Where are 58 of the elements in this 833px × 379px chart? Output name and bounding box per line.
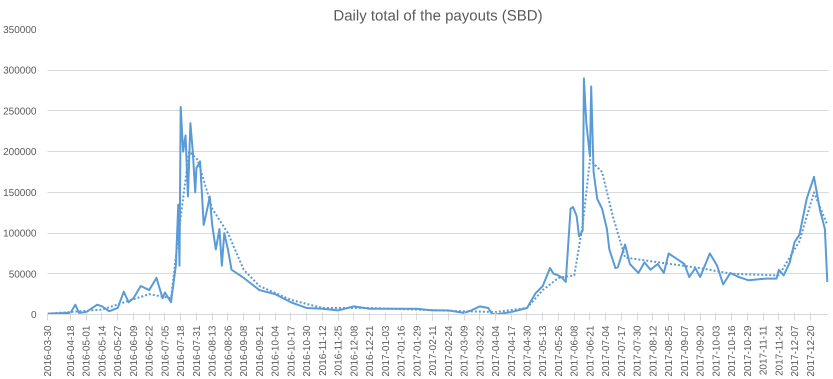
x-tick-label: 2016-08-13	[208, 325, 219, 377]
x-tick-label: 2017-11-24	[774, 325, 786, 376]
x-tick-label: 2016-10-17	[286, 325, 298, 377]
x-tick-label: 2016-07-05	[160, 325, 172, 377]
x-tick-label: 2016-06-22	[144, 325, 156, 377]
x-tick-label: 2016-07-18	[176, 325, 188, 377]
x-tick-label: 2017-11-11	[758, 325, 770, 376]
x-tick-label: 2016-09-21	[254, 325, 266, 377]
x-tick-label: 2016-12-08	[349, 325, 360, 377]
x-tick-label: 2016-11-12	[318, 325, 329, 376]
x-tick-label: 2017-03-22	[475, 325, 486, 377]
x-tick-label: 2016-04-18	[66, 325, 78, 377]
y-tick-label: 350000	[3, 25, 37, 36]
x-tick-label: 2016-08-26	[223, 325, 234, 377]
x-tick-label: 2016-06-09	[128, 325, 140, 377]
x-tick-label: 2017-01-03	[380, 325, 392, 377]
x-tick-label: 2016-12-21	[365, 325, 376, 377]
x-tick-label: 2016-10-30	[302, 325, 314, 377]
x-tick-label: 2016-05-27	[113, 325, 124, 377]
x-tick-label: 2017-08-25	[664, 325, 676, 377]
x-tick-label: 2017-08-12	[648, 325, 660, 377]
x-tick-label: 2017-06-21	[585, 325, 596, 377]
y-tick-label: 100000	[3, 228, 37, 240]
x-tick-label: 2017-05-13	[538, 325, 550, 377]
x-tick-label: 2016-07-31	[192, 325, 203, 377]
chart-title: Daily total of the payouts (SBD)	[333, 8, 543, 24]
x-tick-label: 2017-10-29	[742, 325, 754, 377]
y-tick-label: 150000	[3, 188, 37, 199]
x-tick-label: 2017-10-03	[711, 325, 722, 377]
x-tick-label: 2017-09-20	[696, 325, 707, 377]
x-tick-label: 2017-04-04	[491, 325, 502, 377]
x-tick-label: 2016-05-14	[97, 325, 108, 377]
y-tick-label: 200000	[3, 147, 37, 158]
x-tick-label: 2017-07-17	[616, 325, 628, 377]
x-tick-label: 2017-04-17	[506, 325, 518, 377]
y-tick-label: 0	[30, 310, 37, 321]
x-tick-label: 2017-03-09	[460, 325, 471, 377]
y-tick-label: 300000	[3, 66, 37, 77]
x-tick-label: 2017-07-30	[632, 325, 644, 377]
x-tick-label: 2017-05-26	[554, 325, 565, 377]
x-tick-label: 2017-01-16	[396, 325, 408, 377]
x-tick-label: 2017-07-04	[601, 325, 612, 377]
x-tick-label: 2017-02-24	[444, 325, 455, 377]
x-tick-label: 2016-10-04	[270, 325, 282, 377]
x-tick-label: 2016-11-25	[334, 325, 345, 376]
y-tick-label: 50000	[8, 269, 37, 280]
x-tick-label: 2017-12-20	[806, 325, 817, 377]
x-tick-label: 2016-09-08	[239, 325, 250, 377]
x-tick-label: 2017-10-16	[727, 325, 738, 377]
x-tick-label: 2016-03-30	[43, 325, 54, 377]
x-tick-label: 2016-05-01	[82, 325, 93, 377]
x-tick-label: 2017-02-11	[428, 325, 440, 376]
y-tick-label: 250000	[3, 106, 37, 118]
x-tick-label: 2017-12-07	[790, 325, 802, 377]
x-tick-label: 2017-01-29	[412, 325, 424, 377]
x-tick-label: 2017-04-30	[522, 325, 534, 377]
x-tick-label: 2017-09-07	[680, 325, 691, 377]
x-tick-label: 2017-06-08	[570, 325, 581, 377]
